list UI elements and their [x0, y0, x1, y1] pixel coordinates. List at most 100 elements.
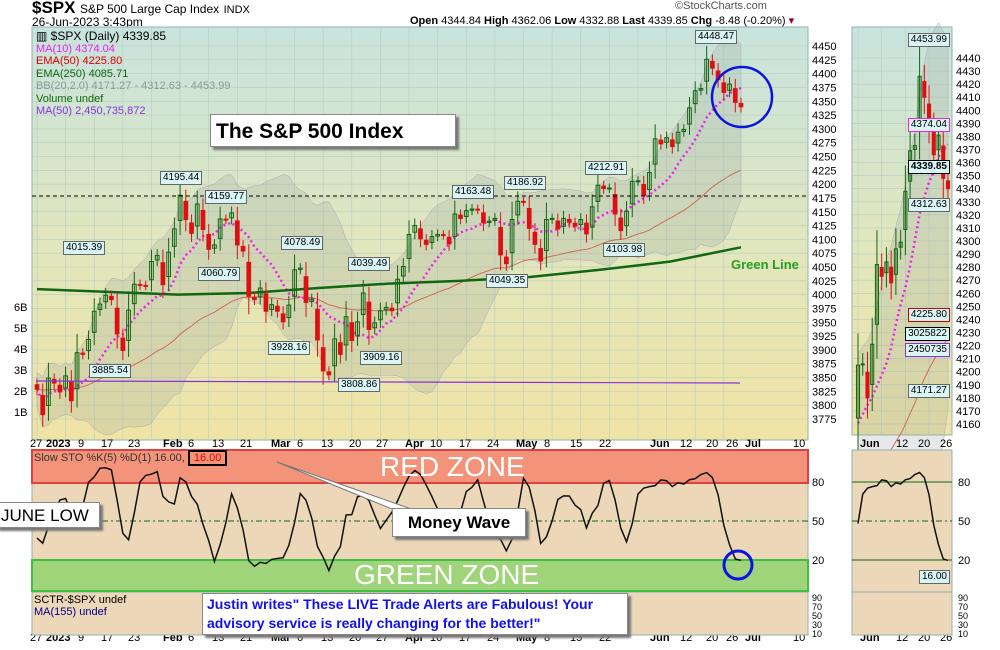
- candle: [931, 131, 936, 156]
- candle: [475, 208, 481, 211]
- candle: [732, 88, 738, 103]
- candle: [486, 220, 492, 223]
- candle: [855, 364, 861, 419]
- candle: [240, 245, 246, 252]
- sctr-tick-label: 10: [812, 629, 822, 639]
- candle: [120, 337, 126, 351]
- candle: [912, 145, 917, 150]
- y-tick-label: 4200: [956, 367, 980, 379]
- sto-line: [36, 467, 742, 573]
- y-tick-label: 4190: [956, 380, 980, 392]
- x-tick-label: 17: [101, 438, 113, 450]
- candle: [884, 261, 889, 274]
- legend-ema250: EMA(250) 4085.71: [36, 67, 129, 80]
- sctr-tick-label: 10: [958, 629, 968, 639]
- y-tick-label: 4210: [956, 354, 980, 366]
- x-tick-label: 27: [30, 438, 42, 450]
- sctr-tick-label: 90: [958, 593, 968, 603]
- x-tick-label: 13: [212, 438, 224, 450]
- volume-tick-label: 3B: [14, 365, 27, 377]
- candle: [372, 322, 378, 329]
- y-tick-label: 4320: [956, 210, 980, 222]
- candle: [149, 261, 154, 281]
- candle: [172, 228, 177, 247]
- candle: [355, 321, 360, 337]
- price-label: 4163.48: [452, 185, 495, 199]
- legend-bb: BB(20,2.0) 4171.27 - 4312.63 - 4453.99: [36, 80, 231, 92]
- candle: [664, 137, 669, 143]
- x-tick-label: 6: [297, 632, 303, 644]
- candle: [263, 293, 269, 312]
- price-label: 4448.47: [695, 30, 738, 44]
- sto-tick-label: 80: [812, 477, 824, 489]
- right-price-label: 2450735: [905, 343, 950, 357]
- candle: [503, 256, 509, 265]
- x-tick-label: 8: [544, 632, 550, 644]
- candle: [343, 316, 349, 346]
- candle: [166, 251, 172, 278]
- candle: [509, 219, 515, 254]
- y-tick-label: 4325: [812, 110, 836, 122]
- candle: [257, 287, 263, 298]
- y-tick-label: 4450: [812, 41, 836, 53]
- price-label: 3808.86: [338, 378, 381, 392]
- right-x-tick-label: Jun: [860, 438, 880, 450]
- x-tick-label: May: [516, 438, 538, 450]
- chg-value: -8.48 (-0.20%): [715, 15, 786, 27]
- candle: [418, 228, 423, 240]
- y-tick-label: 3825: [812, 386, 836, 398]
- volume-tick-label: 2B: [14, 386, 27, 398]
- y-tick-label: 4250: [956, 301, 980, 313]
- candle: [515, 200, 521, 216]
- candle: [658, 139, 664, 145]
- red-zone: [31, 449, 809, 484]
- y-tick-label: 4075: [812, 248, 836, 260]
- candle: [675, 131, 681, 144]
- y-tick-label: 3950: [812, 317, 836, 329]
- y-tick-label: 4250: [812, 152, 836, 164]
- y-tick-label: 4400: [812, 69, 836, 81]
- candle: [738, 102, 744, 108]
- candle: [400, 265, 406, 277]
- right-price-label: 4339.85: [907, 160, 950, 174]
- sctr-tick-label: 70: [812, 602, 822, 612]
- sto-legend: Slow STO %K(5) %D(1) 16.00, 16.00: [34, 450, 228, 466]
- x-tick-label: 6: [297, 438, 303, 450]
- candle: [612, 194, 618, 215]
- ohlc-readout: Open 4344.84 High 4362.06 Low 4332.88 La…: [410, 15, 794, 27]
- candle: [652, 138, 658, 165]
- price-label: 4060.79: [198, 267, 241, 281]
- legend-volume: Volume undef: [36, 92, 104, 105]
- candle: [538, 248, 544, 262]
- candle: [57, 384, 63, 393]
- low-value: 4332.88: [579, 15, 620, 27]
- x-tick-label: 6: [188, 632, 194, 644]
- candle: [286, 304, 292, 319]
- ema50-line: [36, 169, 742, 391]
- candle: [629, 180, 635, 205]
- high-value: 4362.06: [511, 15, 552, 27]
- y-tick-label: 4350: [812, 96, 836, 108]
- candle: [297, 267, 303, 270]
- candle: [97, 303, 103, 310]
- y-tick-label: 4280: [956, 262, 980, 274]
- y-tick-label: 4000: [812, 290, 836, 302]
- x-tick-label: 10: [430, 438, 442, 450]
- y-tick-label: 4180: [956, 393, 980, 405]
- right-price-label: 4171.27: [907, 384, 950, 398]
- y-tick-label: 4370: [956, 145, 980, 157]
- price-panel: [851, 26, 953, 436]
- candle: [441, 234, 446, 237]
- candle: [126, 309, 131, 341]
- candle: [898, 241, 903, 248]
- sto-tick-label: 20: [812, 555, 824, 567]
- candle: [595, 184, 601, 202]
- legend-vma: MA(50) 2,450,735,872: [36, 105, 146, 117]
- candle: [936, 134, 941, 151]
- candle: [212, 244, 217, 249]
- y-tick-label: 4170: [956, 406, 980, 418]
- price-label: 4195.44: [160, 171, 203, 185]
- candle: [234, 220, 240, 246]
- price-label: 4159.77: [205, 190, 248, 204]
- y-tick-label: 4175: [812, 193, 836, 205]
